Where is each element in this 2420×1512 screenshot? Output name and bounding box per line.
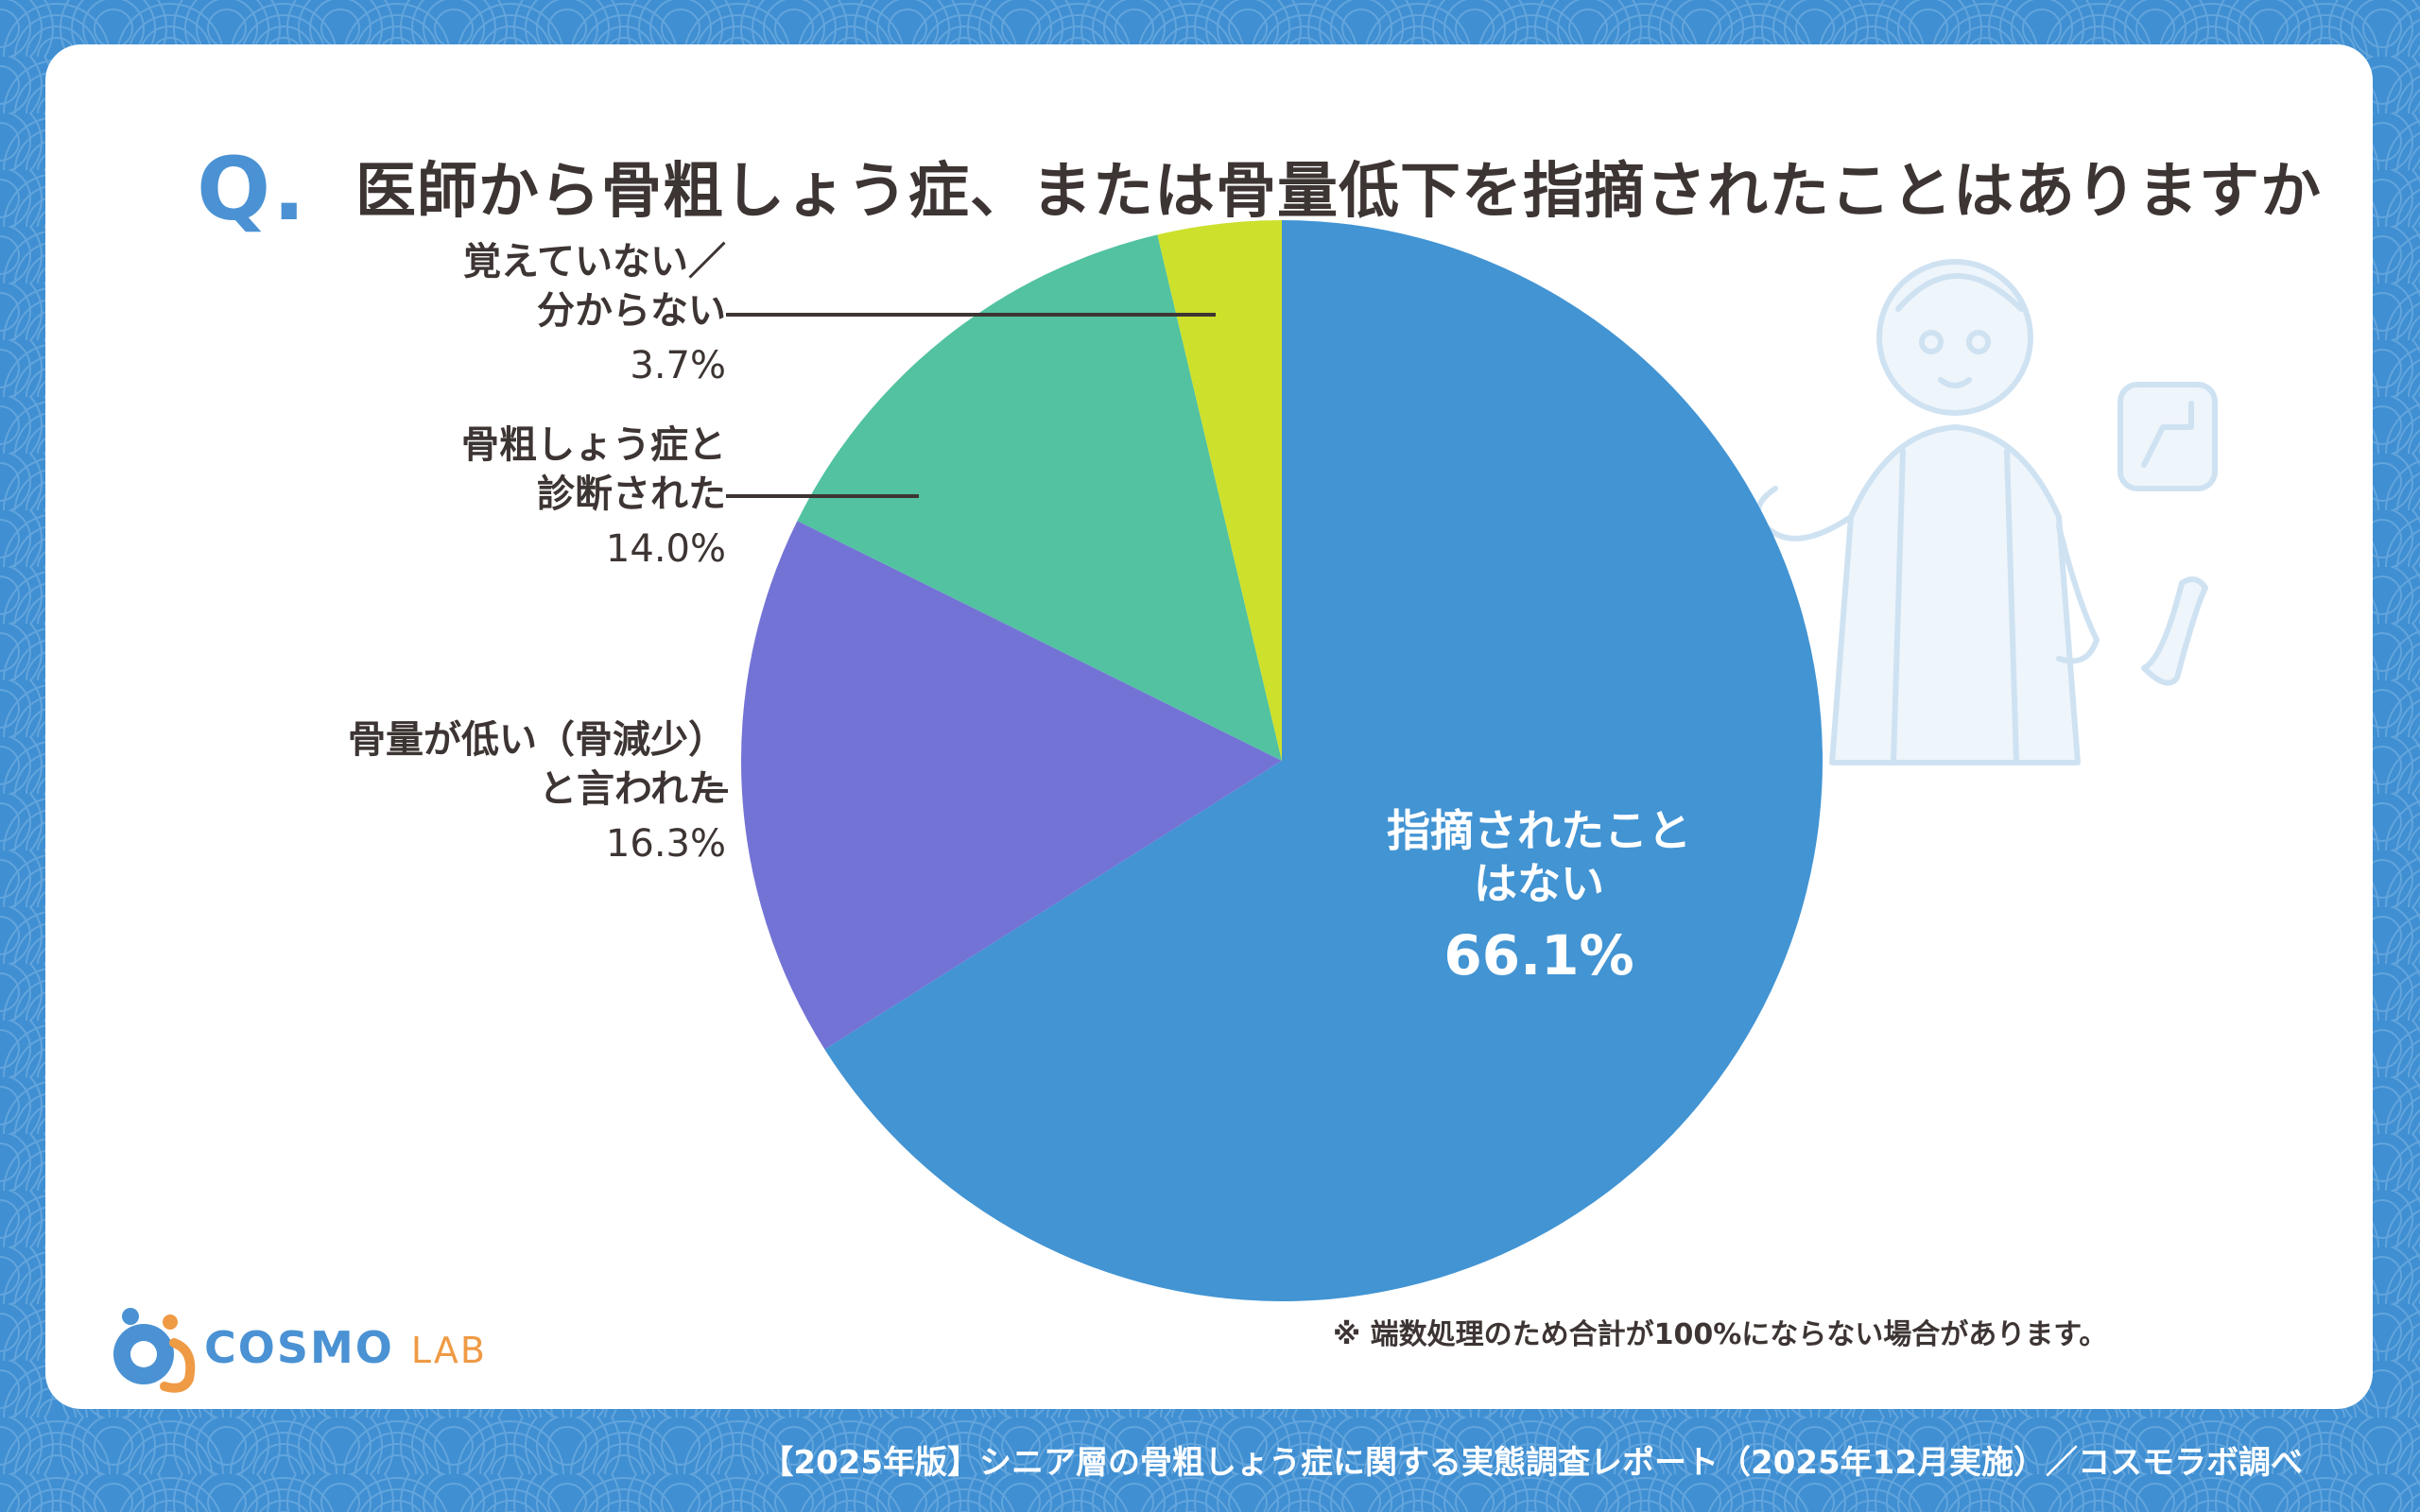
pie-slice-low-bone — [741, 521, 1282, 1050]
slice-label-low-bone: 骨量が低い（骨減少） と言われた 16.3% — [348, 715, 726, 868]
slice-label-line: 指摘されたこと — [1387, 805, 1691, 856]
slice-label-line: 骨粗しょう症と — [461, 423, 726, 467]
footer-source: 【2025年版】シニア層の骨粗しょう症に関する実態調査レポート（2025年12月… — [761, 1444, 2303, 1482]
pie-chart — [698, 220, 1824, 1301]
content-card: Q. 医師から骨粗しょう症、または骨量低下を指摘されたことはありますか 覚えてい… — [45, 44, 2373, 1409]
slice-label-line: と言われた — [539, 767, 726, 811]
slice-label-not-pointed-out: 指摘されたこと はない 66.1% — [1303, 804, 1775, 988]
slice-label-dont-know: 覚えていない／ 分からない 3.7% — [463, 237, 726, 390]
rounding-note: ※ 端数処理のため合計が100%にならない場合があります。 — [1333, 1318, 2108, 1351]
question-mark-label: Q. — [197, 139, 308, 240]
slice-label-line: 覚えていない／ — [463, 240, 726, 284]
pie-slice-dont-know — [1157, 220, 1282, 761]
slice-pct-not-pointed-out: 66.1% — [1443, 923, 1634, 988]
logo-brand: COSMO — [204, 1322, 394, 1373]
pie-slice-not-pointed-out — [824, 220, 1824, 1301]
slice-pct-diagnosed: 14.0% — [605, 527, 726, 571]
slice-label-line: 診断された — [537, 472, 726, 516]
slice-pct-dont-know: 3.7% — [630, 344, 726, 387]
slice-label-line: 分からない — [537, 289, 726, 333]
slice-label-diagnosed: 骨粗しょう症と 診断された 14.0% — [461, 421, 726, 574]
slice-label-line: 骨量が低い（骨減少） — [348, 718, 726, 762]
slice-pct-low-bone: 16.3% — [605, 822, 726, 866]
slice-label-line: はない — [1474, 858, 1604, 909]
logo-wordmark: COSMO LAB — [204, 1322, 487, 1373]
logo-sub: LAB — [410, 1330, 487, 1371]
senior-illustration-icon — [1755, 259, 2218, 765]
cosmo-lab-logo-icon — [113, 1308, 196, 1393]
pie-slice-diagnosed — [797, 234, 1282, 761]
question-title: 医師から骨粗しょう症、または骨量低下を指摘されたことはありますか — [355, 157, 2322, 227]
